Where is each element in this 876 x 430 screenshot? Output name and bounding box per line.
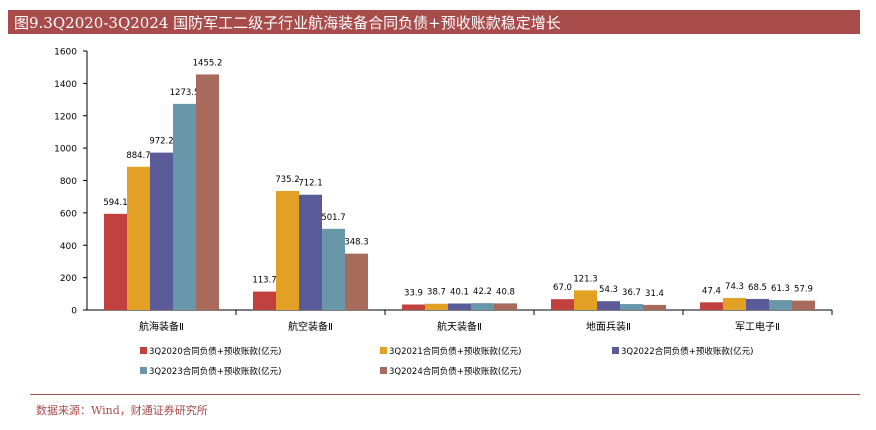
- y-tick-label: 200: [60, 274, 77, 284]
- title-bar: 图9.3Q2020-3Q2024 国防军工二级子行业航海装备合同负债+预收账款稳…: [8, 10, 860, 34]
- y-tick-label: 400: [60, 242, 77, 252]
- data-label: 972.2: [149, 137, 173, 147]
- bar: [769, 300, 792, 310]
- data-label: 735.2: [275, 175, 299, 185]
- data-label: 33.9: [404, 289, 423, 299]
- legend-label: 3Q2023合同负债+预收账款(亿元): [149, 366, 282, 377]
- data-label: 31.4: [645, 289, 664, 299]
- data-label: 884.7: [126, 151, 150, 161]
- data-label: 501.7: [321, 213, 345, 223]
- data-label: 57.9: [794, 285, 813, 295]
- bar: [494, 303, 517, 310]
- data-label: 113.7: [252, 276, 276, 286]
- legend-swatch: [380, 367, 387, 374]
- bar: [723, 297, 746, 310]
- legend-swatch: [612, 347, 619, 354]
- y-tick-label: 1200: [54, 112, 77, 122]
- bar: [425, 303, 448, 310]
- bar: [196, 74, 219, 310]
- bar: [700, 302, 723, 310]
- bar: [448, 303, 471, 310]
- data-label: 36.7: [622, 288, 641, 298]
- legend-label: 3Q2021合同负债+预收账款(亿元): [389, 346, 522, 357]
- bar: [597, 301, 620, 310]
- data-label: 42.2: [473, 287, 492, 297]
- bar: [276, 190, 299, 310]
- data-label: 68.5: [748, 283, 767, 293]
- data-label: 47.4: [702, 286, 721, 296]
- data-label: 40.1: [450, 288, 469, 298]
- data-label: 61.3: [771, 284, 790, 294]
- legend-swatch: [140, 367, 147, 374]
- data-label: 54.3: [599, 285, 618, 295]
- bar: [173, 103, 196, 310]
- data-label: 40.8: [496, 287, 515, 297]
- data-label: 1273.5: [170, 88, 200, 98]
- data-label: 712.1: [298, 179, 322, 189]
- bar: [299, 194, 322, 310]
- legend-swatch: [140, 347, 147, 354]
- legend-swatch: [380, 347, 387, 354]
- bar: [402, 304, 425, 310]
- y-tick-label: 800: [60, 177, 77, 187]
- bar: [150, 152, 173, 310]
- x-category-label: 地面兵装Ⅱ: [586, 320, 631, 333]
- data-label: 348.3: [344, 238, 368, 248]
- data-label: 38.7: [427, 288, 446, 298]
- bar: [792, 300, 815, 310]
- y-tick-label: 1400: [54, 80, 77, 90]
- bar: [253, 291, 276, 310]
- bar: [345, 253, 368, 310]
- bar: [643, 304, 666, 310]
- x-category-label: 军工电子Ⅱ: [735, 320, 780, 333]
- bar: [746, 298, 769, 310]
- bar: [104, 213, 127, 310]
- bar: [574, 290, 597, 310]
- bar-chart: 0 200 400 600 800 1000 1200 1400 1600 594.1 884.7 9…: [54, 48, 833, 377]
- y-tick-label: 1600: [54, 48, 77, 58]
- chart-title: 图9.3Q2020-3Q2024 国防军工二级子行业航海装备合同负债+预收账款稳…: [14, 14, 561, 32]
- legend-label: 3Q2020合同负债+预收账款(亿元): [149, 346, 282, 357]
- bar: [620, 304, 643, 310]
- legend-label: 3Q2024合同负债+预收账款(亿元): [389, 366, 522, 377]
- legend-label: 3Q2022合同负债+预收账款(亿元): [621, 346, 754, 357]
- y-tick-label: 600: [60, 209, 77, 219]
- data-label: 74.3: [725, 282, 744, 292]
- x-category-label: 航空装备Ⅱ: [288, 320, 333, 333]
- source-note: 数据来源：Wind，财通证券研究所: [36, 404, 208, 417]
- source-divider: [30, 394, 860, 395]
- data-label: 121.3: [573, 274, 597, 284]
- bar: [471, 303, 494, 310]
- data-label: 67.0: [553, 283, 572, 293]
- x-category-label: 航天装备Ⅱ: [437, 320, 482, 333]
- data-label: 1455.2: [193, 58, 223, 68]
- bar: [322, 228, 345, 310]
- bar: [551, 299, 574, 310]
- data-label: 594.1: [103, 198, 127, 208]
- y-tick-label: 1000: [54, 145, 77, 155]
- bar: [127, 166, 150, 310]
- y-tick-label: 0: [71, 307, 77, 317]
- x-category-label: 航海装备Ⅱ: [139, 320, 184, 333]
